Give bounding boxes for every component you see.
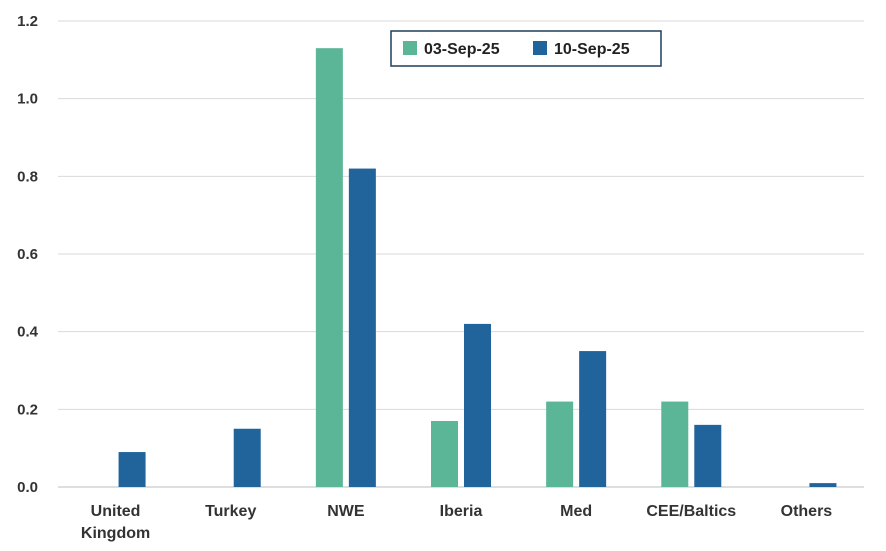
y-tick-label: 1.2 — [17, 13, 38, 30]
bar-2-7 — [809, 483, 837, 487]
bar-1-5 — [546, 401, 574, 487]
y-tick-label: 1.0 — [17, 91, 38, 108]
x-tick-label: Iberia — [440, 503, 483, 520]
x-tick-label: NWE — [327, 503, 365, 520]
bars — [118, 48, 837, 488]
x-tick-label: Turkey — [205, 503, 256, 520]
bar-2-5 — [579, 351, 607, 487]
x-tick-label: CEE/Baltics — [646, 503, 736, 520]
y-tick-label: 0.6 — [17, 246, 38, 263]
legend: 03-Sep-25 10-Sep-25 — [390, 30, 662, 67]
legend-swatch-series-2 — [533, 41, 547, 55]
x-tick-label: Kingdom — [81, 525, 150, 542]
x-tick-label: Others — [781, 503, 833, 520]
y-tick-label: 0.4 — [17, 324, 39, 341]
bar-2-4 — [464, 323, 491, 487]
bar-2-1 — [118, 452, 146, 487]
legend-box — [390, 30, 662, 67]
bar-1-3 — [315, 48, 343, 487]
y-tick-label: 0.8 — [17, 168, 38, 185]
gridlines — [58, 20, 864, 488]
x-tick-label: Med — [560, 503, 592, 520]
y-axis: 0.0 0.2 0.4 0.6 0.8 1.0 1.2 — [17, 13, 39, 496]
y-tick-label: 0.0 — [17, 479, 38, 496]
x-axis: United Kingdom Turkey NWE Iberia Med CEE/Balti… — [81, 503, 832, 542]
legend-label-series-1: 03-Sep-25 — [424, 41, 500, 58]
bar-1-6 — [661, 401, 689, 487]
bar-1-4 — [431, 420, 458, 487]
x-tick-label: United — [91, 503, 141, 520]
legend-label-series-2: 10-Sep-25 — [554, 41, 630, 58]
y-tick-label: 0.2 — [17, 401, 38, 418]
bar-2-6 — [694, 424, 722, 487]
bar-2-2 — [233, 428, 261, 487]
legend-swatch-series-1 — [403, 41, 417, 55]
bar-2-3 — [348, 168, 376, 488]
